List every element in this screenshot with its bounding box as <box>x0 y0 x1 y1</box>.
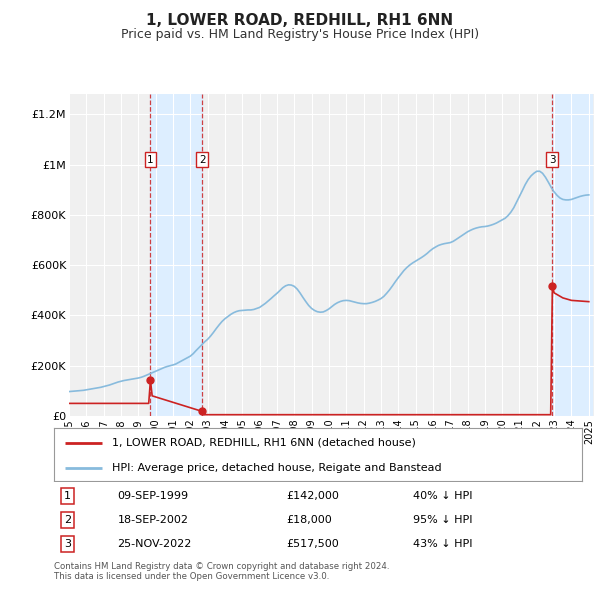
Text: 1, LOWER ROAD, REDHILL, RH1 6NN (detached house): 1, LOWER ROAD, REDHILL, RH1 6NN (detache… <box>112 438 416 448</box>
Text: £142,000: £142,000 <box>286 491 339 501</box>
Text: 1, LOWER ROAD, REDHILL, RH1 6NN: 1, LOWER ROAD, REDHILL, RH1 6NN <box>146 13 454 28</box>
Text: 2: 2 <box>64 515 71 525</box>
Text: 2: 2 <box>199 155 206 165</box>
Text: 3: 3 <box>64 539 71 549</box>
Text: 09-SEP-1999: 09-SEP-1999 <box>118 491 188 501</box>
Text: 18-SEP-2002: 18-SEP-2002 <box>118 515 188 525</box>
Text: HPI: Average price, detached house, Reigate and Banstead: HPI: Average price, detached house, Reig… <box>112 463 442 473</box>
Text: 43% ↓ HPI: 43% ↓ HPI <box>413 539 473 549</box>
Text: 25-NOV-2022: 25-NOV-2022 <box>118 539 192 549</box>
Text: 40% ↓ HPI: 40% ↓ HPI <box>413 491 473 501</box>
Text: £18,000: £18,000 <box>286 515 332 525</box>
Text: 3: 3 <box>549 155 556 165</box>
Text: £517,500: £517,500 <box>286 539 339 549</box>
Bar <box>553 94 592 416</box>
Text: 95% ↓ HPI: 95% ↓ HPI <box>413 515 473 525</box>
Text: Contains HM Land Registry data © Crown copyright and database right 2024.: Contains HM Land Registry data © Crown c… <box>54 562 389 571</box>
Text: 1: 1 <box>64 491 71 501</box>
Bar <box>151 94 202 416</box>
Text: This data is licensed under the Open Government Licence v3.0.: This data is licensed under the Open Gov… <box>54 572 329 581</box>
Text: Price paid vs. HM Land Registry's House Price Index (HPI): Price paid vs. HM Land Registry's House … <box>121 28 479 41</box>
Text: 1: 1 <box>147 155 154 165</box>
